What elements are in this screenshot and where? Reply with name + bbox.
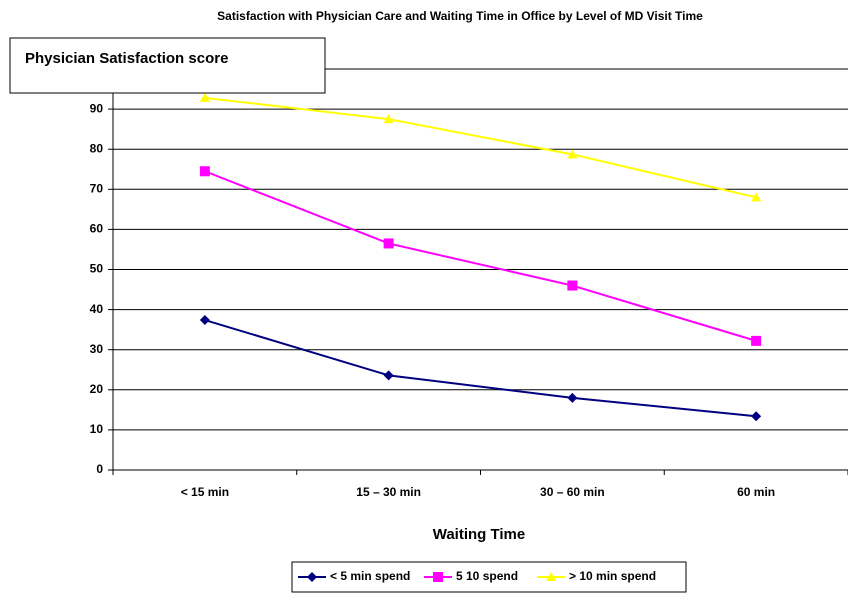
x-tick-label: 15 – 30 min: [356, 485, 421, 499]
marker: [199, 92, 210, 102]
legend-label: < 5 min spend: [330, 569, 410, 583]
legend-label: 5 10 spend: [456, 569, 518, 583]
marker: [567, 280, 578, 291]
x-tick-label: 60 min: [737, 485, 775, 499]
series-line: [204, 96, 757, 199]
marker: [383, 114, 394, 124]
marker: [546, 572, 556, 581]
x-tick-label: 30 – 60 min: [540, 485, 605, 499]
marker: [199, 166, 210, 177]
x-tick-label: < 15 min: [181, 485, 229, 499]
chart-title: Satisfaction with Physician Care and Wai…: [217, 9, 703, 23]
y-tick-label: 0: [96, 462, 103, 476]
marker: [383, 238, 394, 249]
y-tick-label: 50: [90, 262, 104, 276]
y-tick-label: 70: [90, 181, 104, 195]
marker: [433, 572, 443, 582]
marker: [567, 392, 578, 403]
marker: [751, 192, 762, 202]
y-label-box: [9, 37, 326, 94]
y-tick-label: 90: [90, 101, 104, 115]
y-tick-label: 40: [90, 302, 104, 316]
series-line: [204, 170, 757, 342]
marker: [751, 411, 762, 422]
x-axis-label: Waiting Time: [433, 526, 526, 543]
marker: [307, 572, 317, 582]
y-tick-label: 10: [90, 422, 104, 436]
marker: [751, 335, 762, 346]
y-tick-label: 20: [90, 382, 104, 396]
y-tick-label: 60: [90, 222, 104, 236]
marker: [567, 149, 578, 159]
legend-box: [291, 561, 687, 593]
y-axis-label: Physician Satisfaction score: [25, 50, 228, 67]
y-tick-label: 80: [90, 141, 104, 155]
marker: [199, 315, 210, 326]
y-tick-label: 30: [90, 342, 104, 356]
legend-label: > 10 min spend: [569, 569, 656, 583]
marker: [383, 370, 394, 381]
series-line: [204, 319, 757, 418]
